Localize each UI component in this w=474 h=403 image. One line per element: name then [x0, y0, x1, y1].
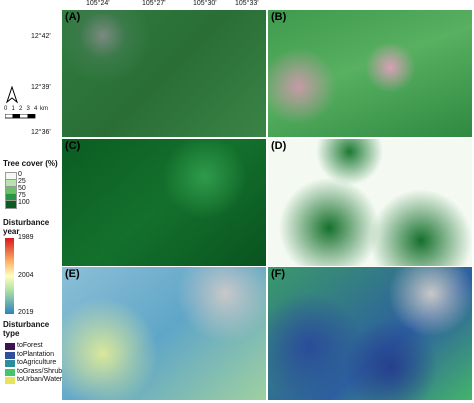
legend-label: toUrban/Water — [17, 376, 63, 383]
panel-label: (E) — [65, 268, 80, 280]
lon-tick: 105°27' — [142, 0, 166, 7]
scale-tick: 4 — [34, 106, 38, 112]
lon-tick: 105°30' — [193, 0, 217, 7]
year-label: 2004 — [18, 272, 34, 279]
legend-label: toPlantation — [17, 350, 54, 358]
lon-tick: 105°24' — [86, 0, 110, 7]
lat-tick: 12°39' — [31, 84, 51, 91]
scale-tick: 1 — [11, 106, 15, 112]
legend-label: 75 — [18, 192, 26, 199]
legend-label: 25 — [18, 178, 26, 185]
north-arrow — [6, 86, 18, 104]
map-panel: (A) — [62, 10, 266, 137]
scale-tick: 0 — [4, 106, 8, 112]
map-panel: (B) — [268, 10, 472, 137]
legend-title: Disturbance type — [3, 320, 50, 338]
panel-label: (B) — [271, 11, 287, 23]
legend-label: 100 — [18, 199, 30, 206]
scale-unit: km — [40, 106, 48, 112]
scale-bar — [5, 114, 36, 119]
lon-tick: 105°33' — [235, 0, 259, 7]
map-panel: (F) — [268, 267, 472, 400]
legend-title: Tree cover (%) — [3, 159, 58, 168]
legend-title: Disturbance year — [3, 218, 50, 236]
legend-label: toAgriculture — [17, 359, 57, 366]
map-panel: (C) — [62, 139, 266, 266]
legend-label: toForest — [17, 342, 43, 349]
panel-label: (C) — [65, 140, 81, 152]
legend-swatch — [5, 377, 15, 384]
panel-label: (D) — [271, 140, 287, 152]
legend-label: 0 — [18, 171, 22, 178]
legend-swatch — [5, 200, 17, 209]
legend-swatch — [5, 368, 15, 376]
panel-label: (A) — [65, 11, 81, 23]
map-panel: (E) — [62, 267, 266, 400]
year-label: 1989 — [18, 234, 34, 241]
year-colorbar — [5, 238, 14, 314]
lat-tick: 12°36' — [31, 129, 51, 136]
panel-label: (F) — [271, 268, 286, 280]
year-label: 2019 — [18, 309, 34, 316]
legend-label: 50 — [18, 185, 26, 192]
legend-swatch — [5, 351, 15, 359]
lat-tick: 12°42' — [31, 33, 51, 40]
map-panel: (D) — [268, 139, 472, 266]
scale-tick: 3 — [26, 106, 30, 112]
legend-swatch — [5, 343, 15, 350]
scale-tick: 2 — [19, 106, 23, 112]
legend-label: toGrass/Shrub — [17, 367, 63, 375]
legend-swatch — [5, 360, 15, 367]
